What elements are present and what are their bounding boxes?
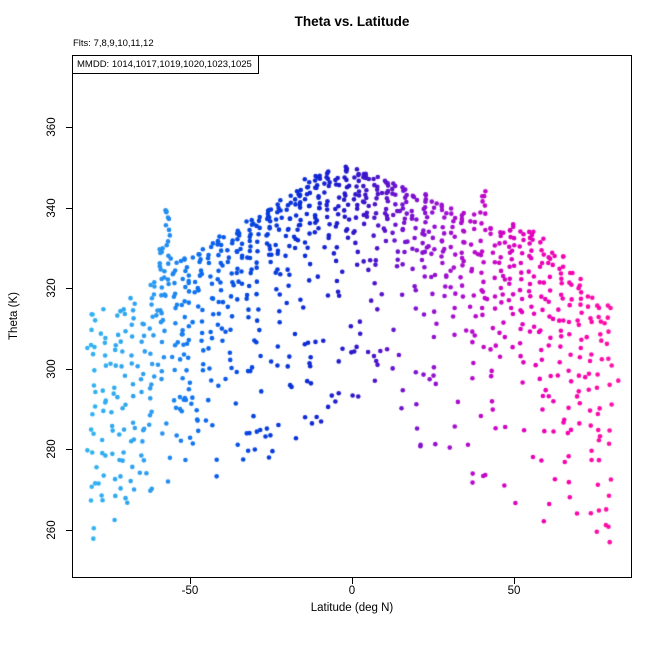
x-tick-mark [514, 578, 516, 584]
x-tick-label: -50 [181, 585, 199, 597]
y-tick-label: 360 [46, 117, 58, 137]
y-tick-mark [66, 449, 72, 451]
y-axis-label: Theta (K) [8, 292, 20, 340]
x-tick-label: 50 [507, 585, 521, 597]
y-tick-label: 260 [46, 520, 58, 540]
y-tick-mark [66, 529, 72, 531]
x-axis-label: Latitude (deg N) [310, 602, 394, 614]
y-tick-mark [66, 207, 72, 209]
chart-title: Theta vs. Latitude [294, 14, 410, 29]
mmdd-annotation-box: MMDD: 1014,1017,1019,1020,1023,1025 [72, 55, 259, 74]
y-tick-mark [66, 368, 72, 370]
y-tick-mark [66, 288, 72, 290]
x-tick-label: 0 [348, 585, 356, 597]
y-tick-label: 340 [46, 198, 58, 218]
y-tick-label: 300 [46, 359, 58, 379]
y-tick-mark [66, 127, 72, 129]
y-tick-label: 280 [46, 439, 58, 459]
flights-annotation: Flts: 7,8,9,10,11,12 [73, 38, 154, 49]
x-tick-mark [352, 578, 353, 584]
y-tick-label: 320 [46, 278, 58, 298]
scatter-canvas [73, 56, 633, 579]
x-tick-mark [189, 578, 191, 584]
plot-area [72, 55, 633, 579]
